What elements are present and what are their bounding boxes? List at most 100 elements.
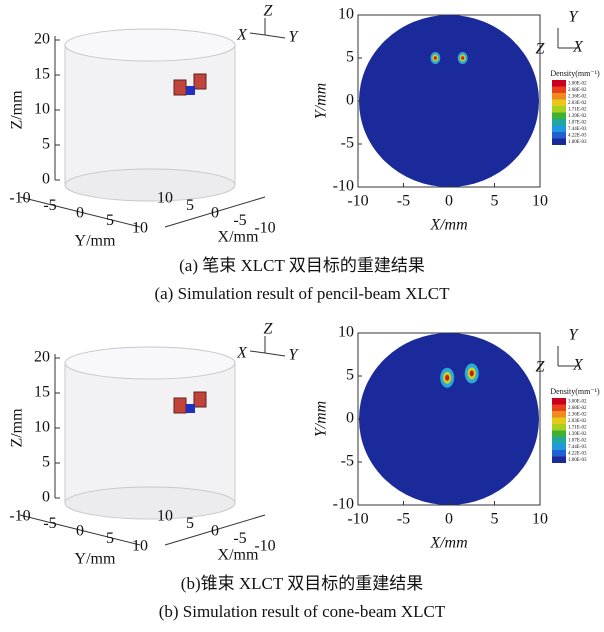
y-tick-label: 10 bbox=[338, 324, 354, 341]
y-tick-label: -5 bbox=[341, 135, 354, 152]
colorbar-swatch bbox=[552, 444, 566, 451]
x-axis-label: X/mm bbox=[429, 535, 467, 552]
colorbar-label: 1.07E-02 bbox=[568, 120, 587, 125]
x-tick-label: 10 bbox=[532, 193, 548, 210]
colorbar-label: 7.44E-03 bbox=[568, 445, 587, 450]
colorbar-swatch bbox=[552, 424, 566, 431]
colorbar-label: 2.68E-02 bbox=[568, 406, 587, 411]
colorbar-label: 3.00E-02 bbox=[568, 81, 587, 86]
triad-label: Z bbox=[264, 321, 274, 338]
z-tick-label: 5 bbox=[42, 136, 50, 153]
colorbar-swatch bbox=[552, 431, 566, 438]
y-tick-label: -10 bbox=[333, 178, 354, 195]
colorbar-title: Density(mm⁻¹) bbox=[550, 387, 600, 396]
colorbar-swatch bbox=[552, 398, 566, 405]
colorbar-swatch bbox=[552, 411, 566, 418]
colorbar-swatch bbox=[552, 126, 566, 133]
x-tick-label: 5 bbox=[186, 515, 194, 532]
colorbar-swatch bbox=[552, 100, 566, 107]
x-tick-label: 10 bbox=[157, 190, 173, 207]
y-axis-label: Y/mm bbox=[75, 233, 116, 250]
colorbar-swatch bbox=[552, 113, 566, 120]
triad-label: Y bbox=[289, 29, 300, 46]
x-axis-label: X/mm bbox=[218, 229, 259, 246]
x-axis-label: X/mm bbox=[218, 547, 259, 564]
colorbar-label: 4.22E-03 bbox=[568, 133, 587, 138]
x-tick-label: -10 bbox=[347, 193, 368, 210]
y-tick-label: -5 bbox=[43, 197, 56, 214]
y-tick-label: 10 bbox=[132, 538, 148, 555]
y-tick-label: 0 bbox=[76, 205, 84, 222]
colorbar-swatch bbox=[552, 106, 566, 113]
x-tick-label: -5 bbox=[233, 212, 246, 229]
y-tick-label: 5 bbox=[346, 367, 354, 384]
x-tick-label: 0 bbox=[445, 193, 453, 210]
subfigure: 05101520Z/mm-10-50510Y/mm1050-5-10X/mmZX… bbox=[9, 321, 600, 621]
triad bbox=[250, 18, 285, 38]
x-tick-label: 5 bbox=[491, 193, 499, 210]
figure: 0 5 10 15 20 Z/mm -10 -5 0 5 10 Y/mm 10 5 0 -5 -10 X/mm Z X… bbox=[0, 0, 604, 627]
y-tick-label: 5 bbox=[106, 212, 114, 229]
y-axis-label: Y/mm bbox=[313, 401, 330, 437]
triad-label: Y bbox=[569, 327, 580, 344]
cylinder-bottom bbox=[65, 169, 235, 201]
z-tick-label: 0 bbox=[42, 489, 50, 506]
density-disk bbox=[359, 333, 539, 505]
z-axis-label: Z/mm bbox=[9, 90, 26, 130]
colorbar-label: 2.03E-02 bbox=[568, 101, 587, 106]
colorbar-swatch bbox=[552, 139, 566, 146]
colorbar-label: 2.03E-02 bbox=[568, 419, 587, 424]
colorbar-title: Density(mm⁻¹) bbox=[550, 69, 600, 78]
colorbar-swatch bbox=[552, 132, 566, 139]
triad-label: Z bbox=[536, 359, 546, 376]
y-tick-label: -10 bbox=[333, 496, 354, 513]
colorbar-swatch bbox=[552, 450, 566, 457]
y-tick-label: 0 bbox=[76, 523, 84, 540]
colorbar-label: 2.36E-02 bbox=[568, 94, 587, 99]
colorbar-swatch bbox=[552, 405, 566, 412]
target bbox=[174, 80, 186, 95]
hotspot bbox=[445, 375, 449, 381]
caption-cn: (b)锥束 XLCT 双目标的重建结果 bbox=[181, 574, 423, 593]
triad-label: Z bbox=[536, 41, 546, 58]
y-tick-label: 10 bbox=[132, 220, 148, 237]
z-tick-label: 15 bbox=[34, 66, 50, 83]
y-tick-label: 5 bbox=[346, 49, 354, 66]
colorbar-label: 2.36E-02 bbox=[568, 412, 587, 417]
x-tick-label: 10 bbox=[532, 511, 548, 528]
colorbar-swatch bbox=[552, 457, 566, 464]
colorbar-label: 1.71E-02 bbox=[568, 425, 587, 430]
colorbar-label: 1.39E-02 bbox=[568, 114, 587, 119]
x-tick-label: -5 bbox=[233, 530, 246, 547]
target bbox=[186, 404, 195, 413]
y-axis-label: Y/mm bbox=[75, 551, 116, 568]
x-tick-label: 0 bbox=[211, 205, 219, 222]
z-tick-label: 0 bbox=[42, 171, 50, 188]
z-tick-label: 5 bbox=[42, 454, 50, 471]
y-tick-label: 10 bbox=[338, 6, 354, 23]
y-tick-label: -5 bbox=[43, 515, 56, 532]
y-tick-label: 0 bbox=[346, 410, 354, 427]
x-tick-label: -5 bbox=[397, 193, 410, 210]
x-tick-label: 0 bbox=[445, 511, 453, 528]
z-tick-label: 20 bbox=[34, 31, 50, 48]
subfigure: 0 5 10 15 20 Z/mm -10 -5 0 5 10 Y/mm 10 5 0 -5 -10 X/mm Z X… bbox=[9, 3, 600, 303]
caption-en: (a) Simulation result of pencil-beam XLC… bbox=[154, 284, 450, 303]
y-tick-label: 5 bbox=[106, 530, 114, 547]
z-tick-label: 15 bbox=[34, 384, 50, 401]
x-axis-label: X/mm bbox=[429, 217, 467, 234]
colorbar-swatch bbox=[552, 87, 566, 94]
hotspot bbox=[461, 56, 464, 60]
colorbar-label: 3.00E-02 bbox=[568, 399, 587, 404]
density-disk bbox=[359, 15, 539, 187]
y-tick-label: -10 bbox=[9, 190, 30, 207]
colorbar-label: 1.00E-03 bbox=[568, 140, 587, 145]
triad-label: X bbox=[572, 357, 584, 374]
colorbar-swatch bbox=[552, 119, 566, 126]
z-axis-label: Z/mm bbox=[9, 408, 26, 448]
cylinder-top bbox=[65, 347, 235, 379]
y-tick-label: -5 bbox=[341, 453, 354, 470]
cylinder-body bbox=[65, 363, 235, 503]
cylinder-top bbox=[65, 29, 235, 61]
colorbar-swatch bbox=[552, 437, 566, 444]
